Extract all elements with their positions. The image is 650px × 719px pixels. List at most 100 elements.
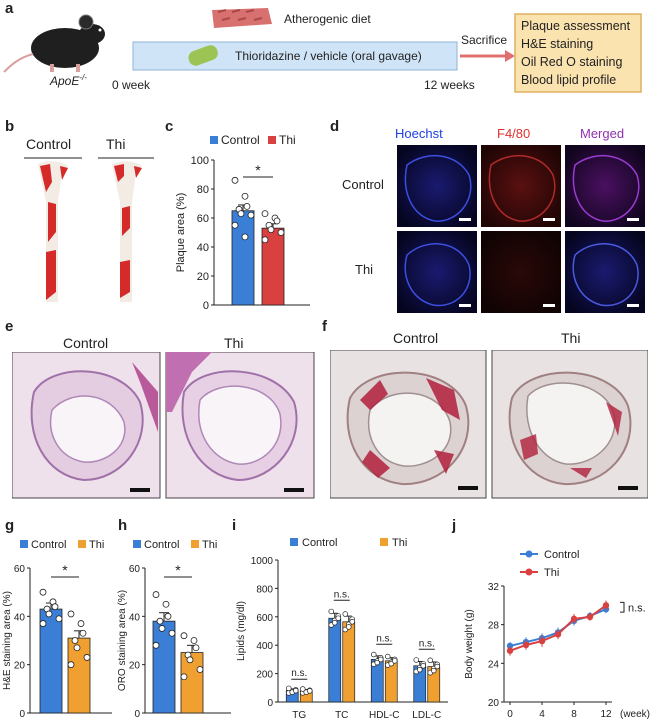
- legend-swatch: [290, 538, 298, 546]
- legend-label: Control: [544, 549, 579, 561]
- y-tick-label: 0: [134, 709, 140, 719]
- significance-label: n.s.: [334, 589, 350, 600]
- data-point: [306, 688, 313, 694]
- y-tick-label: 600: [256, 613, 273, 624]
- data-point: [342, 611, 348, 617]
- panel-letter-g: g: [5, 517, 15, 534]
- legend-label: Control: [221, 133, 260, 147]
- significance-label: n.s.: [419, 638, 435, 649]
- legend-swatch: [210, 136, 218, 144]
- f-label-control: Control: [393, 330, 439, 346]
- data-point: [152, 591, 160, 598]
- f-label-thi: Thi: [561, 330, 581, 346]
- y-tick-label: 400: [256, 641, 273, 652]
- assessment-item: Plaque assessment: [521, 19, 631, 33]
- mouse-icon: [3, 14, 105, 73]
- y-tick-label: 40: [14, 612, 26, 623]
- assessment-item: Blood lipid profile: [521, 73, 617, 87]
- diet-label: Atherogenic diet: [284, 12, 371, 26]
- panel-letter-f: f: [322, 318, 327, 335]
- legend-label: Thi: [202, 539, 217, 551]
- data-point: [192, 644, 200, 652]
- data-point: [420, 663, 427, 669]
- assessment-box: [514, 13, 642, 93]
- x-tick-label: LDL-C: [412, 710, 441, 719]
- panel-d-fluorescence-grid: [397, 145, 645, 313]
- data-point: [602, 602, 610, 609]
- data-point: [180, 632, 188, 640]
- data-point: [231, 221, 239, 229]
- oro-image-thi: [491, 350, 648, 499]
- x-tick-label: TC: [335, 710, 348, 719]
- data-point: [237, 210, 245, 218]
- y-tick-label: 0: [203, 300, 209, 312]
- arrow-head-icon: [505, 50, 515, 62]
- x-tick-label: 8: [571, 709, 577, 719]
- y-tick-label: 40: [197, 242, 209, 254]
- legend-swatch: [78, 540, 86, 548]
- start-time-label: 0 week: [112, 78, 151, 92]
- y-tick-label: 24: [488, 659, 500, 670]
- panel-letter-h: h: [118, 517, 128, 534]
- he-image-control: [12, 352, 161, 499]
- data-point: [554, 631, 562, 638]
- panel-f-oro-images: [330, 350, 648, 499]
- data-point: [378, 656, 384, 663]
- data-point: [277, 229, 285, 236]
- panel-a-schematic: [3, 8, 642, 93]
- sacrifice-label: Sacrifice: [461, 33, 508, 47]
- data-point: [83, 654, 91, 661]
- mouse-label: ApoE-/-: [50, 73, 87, 88]
- legend-marker: [525, 568, 533, 576]
- assessment-item: H&E staining: [521, 37, 594, 51]
- bar: [342, 621, 356, 703]
- y-axis-label: Plaque area (%): [175, 193, 187, 273]
- image-control-merged: [565, 145, 645, 227]
- d-col-header-f480: F4/80: [497, 126, 531, 141]
- data-point: [168, 629, 176, 637]
- x-tick-label: 0: [507, 709, 513, 719]
- d-col-header-hoechst: Hoechst: [395, 126, 443, 141]
- data-point: [77, 620, 85, 627]
- y-tick-label: 32: [488, 582, 500, 593]
- data-point: [392, 658, 398, 664]
- data-point: [243, 203, 251, 210]
- treatment-bar: [132, 41, 458, 71]
- oro-image-control: [330, 350, 487, 499]
- food-icon: [212, 8, 272, 28]
- legend-swatch: [20, 540, 28, 548]
- legend-label: Control: [144, 539, 179, 551]
- legend-label: Thi: [392, 537, 407, 549]
- y-tick-label: 60: [197, 213, 209, 225]
- x-tick-label: 4: [539, 709, 545, 719]
- data-point: [349, 619, 355, 625]
- legend-swatch: [191, 540, 199, 548]
- data-point: [39, 588, 47, 596]
- panel-letter-i: i: [232, 517, 237, 534]
- data-point: [285, 685, 292, 692]
- e-label-thi: Thi: [224, 335, 244, 351]
- y-tick-label: 60: [129, 564, 141, 575]
- panel-letter-d: d: [330, 118, 340, 135]
- data-point: [196, 666, 204, 673]
- y-tick-label: 0: [19, 709, 25, 719]
- image-control-f480: [481, 145, 561, 227]
- pill-icon: [188, 45, 218, 66]
- data-point: [292, 687, 299, 694]
- legend-swatch: [268, 136, 276, 144]
- chart-g: 0 20 40 60 H&E staining area (%) Control Thi *: [2, 539, 112, 719]
- x-axis-label: (week): [620, 709, 650, 719]
- data-point: [267, 226, 275, 233]
- data-point: [570, 615, 578, 623]
- data-point: [328, 608, 334, 615]
- y-tick-label: 0: [267, 698, 273, 709]
- data-point: [388, 660, 395, 667]
- y-tick-label: 28: [488, 621, 500, 632]
- legend-label: Thi: [89, 539, 104, 551]
- data-point: [247, 211, 255, 219]
- significance-label: n.s.: [376, 633, 392, 644]
- y-tick-label: 20: [488, 698, 500, 709]
- y-tick-label: 80: [197, 184, 209, 196]
- panel-letter-e: e: [5, 318, 14, 335]
- panel-b-aorta-images: [24, 157, 154, 302]
